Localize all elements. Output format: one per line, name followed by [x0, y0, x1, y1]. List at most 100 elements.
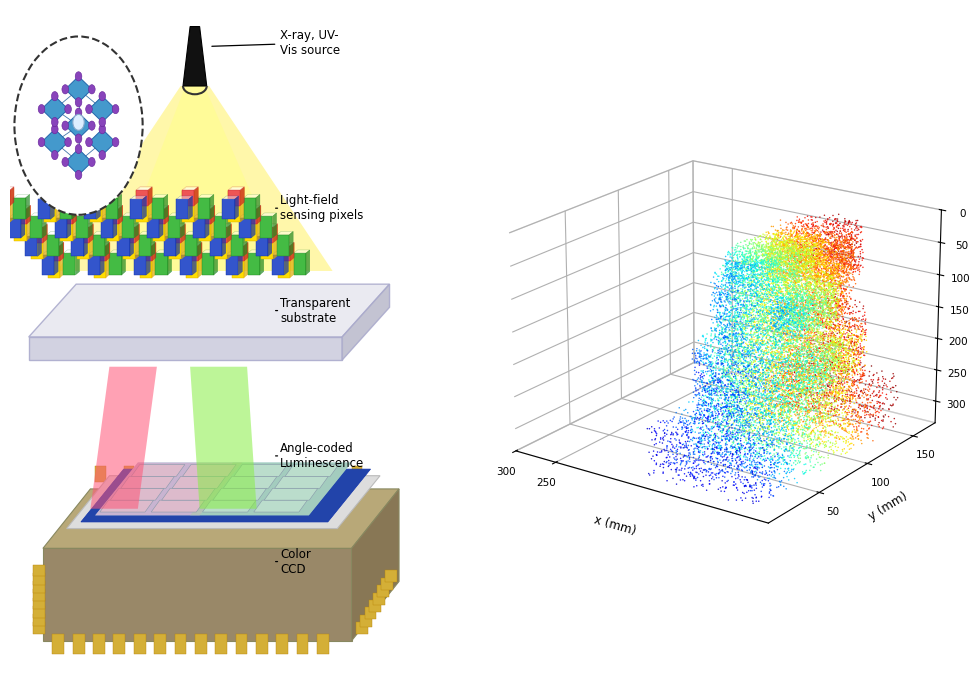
Polygon shape — [226, 251, 242, 255]
Polygon shape — [243, 231, 247, 256]
Polygon shape — [89, 224, 93, 243]
Polygon shape — [56, 188, 60, 222]
Polygon shape — [89, 129, 115, 155]
Circle shape — [62, 85, 69, 94]
Polygon shape — [60, 242, 64, 261]
Text: Light-field
sensing pixels: Light-field sensing pixels — [275, 194, 363, 222]
Y-axis label: y (mm): y (mm) — [866, 489, 910, 522]
Bar — [180, 466, 191, 483]
Polygon shape — [245, 206, 261, 209]
Polygon shape — [60, 206, 77, 210]
Polygon shape — [123, 228, 136, 259]
Polygon shape — [130, 200, 142, 220]
Polygon shape — [88, 255, 100, 275]
Bar — [33, 598, 46, 609]
Polygon shape — [136, 187, 152, 190]
Polygon shape — [109, 250, 126, 253]
Polygon shape — [25, 237, 38, 256]
Polygon shape — [94, 245, 106, 261]
Polygon shape — [15, 209, 26, 224]
Polygon shape — [193, 218, 205, 238]
Polygon shape — [223, 477, 277, 488]
Polygon shape — [169, 216, 180, 238]
Polygon shape — [256, 194, 260, 220]
Circle shape — [99, 117, 106, 127]
Polygon shape — [106, 242, 109, 261]
Polygon shape — [290, 243, 295, 278]
Polygon shape — [94, 243, 109, 247]
Polygon shape — [213, 250, 218, 275]
Polygon shape — [180, 213, 184, 238]
Circle shape — [76, 144, 81, 154]
Polygon shape — [78, 225, 93, 228]
Polygon shape — [197, 231, 201, 256]
Circle shape — [76, 98, 81, 107]
Polygon shape — [136, 188, 152, 191]
Polygon shape — [44, 191, 56, 222]
Polygon shape — [193, 214, 209, 218]
Polygon shape — [60, 243, 64, 278]
Polygon shape — [182, 190, 194, 206]
Polygon shape — [278, 245, 290, 261]
Polygon shape — [151, 231, 155, 256]
Circle shape — [51, 150, 58, 160]
Circle shape — [65, 137, 72, 147]
Polygon shape — [56, 187, 60, 206]
Polygon shape — [188, 196, 193, 220]
Circle shape — [88, 121, 95, 130]
Polygon shape — [265, 488, 318, 500]
Polygon shape — [278, 242, 295, 245]
Polygon shape — [257, 206, 261, 241]
Polygon shape — [140, 245, 152, 261]
Polygon shape — [261, 216, 272, 238]
Polygon shape — [175, 233, 179, 256]
Polygon shape — [50, 196, 54, 220]
Polygon shape — [228, 188, 244, 191]
Polygon shape — [223, 196, 238, 200]
Polygon shape — [38, 196, 54, 200]
Polygon shape — [170, 225, 185, 228]
Polygon shape — [90, 187, 106, 190]
Polygon shape — [152, 209, 165, 224]
Polygon shape — [164, 233, 179, 237]
Polygon shape — [72, 194, 76, 220]
Polygon shape — [43, 489, 399, 549]
Polygon shape — [185, 235, 197, 256]
Polygon shape — [278, 243, 295, 247]
Circle shape — [62, 121, 69, 130]
Polygon shape — [262, 224, 277, 227]
Bar — [377, 585, 389, 597]
Polygon shape — [165, 206, 169, 224]
Polygon shape — [30, 213, 47, 216]
Polygon shape — [84, 196, 101, 200]
Bar — [73, 634, 84, 654]
Polygon shape — [122, 216, 135, 238]
Polygon shape — [277, 231, 294, 235]
Polygon shape — [78, 228, 89, 259]
Polygon shape — [239, 218, 251, 238]
Polygon shape — [152, 197, 164, 220]
Polygon shape — [0, 191, 10, 222]
Text: X-ray, UV-
Vis source: X-ray, UV- Vis source — [212, 29, 340, 57]
Polygon shape — [44, 187, 60, 190]
Polygon shape — [247, 253, 260, 275]
Polygon shape — [101, 214, 117, 218]
Polygon shape — [47, 247, 60, 278]
Polygon shape — [181, 224, 185, 243]
Polygon shape — [151, 500, 204, 512]
Polygon shape — [118, 206, 123, 224]
Polygon shape — [0, 187, 14, 190]
Polygon shape — [14, 197, 25, 220]
Polygon shape — [77, 213, 92, 216]
Polygon shape — [148, 188, 152, 222]
Polygon shape — [83, 233, 87, 256]
Bar — [154, 634, 166, 654]
Polygon shape — [123, 227, 136, 243]
Polygon shape — [244, 243, 248, 278]
Polygon shape — [164, 194, 168, 220]
Polygon shape — [88, 213, 92, 238]
Polygon shape — [285, 464, 339, 477]
Polygon shape — [14, 194, 30, 197]
Polygon shape — [199, 210, 211, 241]
Polygon shape — [107, 206, 123, 209]
